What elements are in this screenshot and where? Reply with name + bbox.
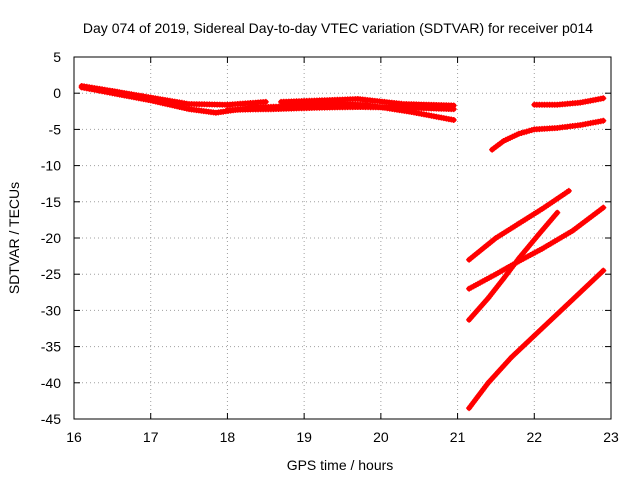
x-tick-label: 17 [143, 429, 159, 445]
data-point [186, 106, 192, 112]
data-point [493, 235, 499, 241]
data-point [516, 255, 522, 261]
data-point [489, 147, 495, 153]
y-tick-label: -15 [41, 194, 61, 210]
data-point [79, 83, 85, 89]
data-point [600, 118, 606, 124]
data-point [409, 109, 415, 115]
data-point [531, 333, 537, 339]
y-tick-label: -10 [41, 158, 61, 174]
y-tick-labels: 5 0 -5 -10 -15 -20 -25 -30 -35 -40 -45 [41, 49, 61, 427]
data-point [355, 96, 361, 102]
data-point [600, 95, 606, 101]
data-point [516, 221, 522, 227]
y-tick-label: -45 [41, 411, 61, 427]
data-point [355, 104, 361, 110]
data-point [224, 102, 230, 108]
data-point [186, 101, 192, 107]
data-point [577, 100, 583, 106]
series-arc-3 [278, 96, 457, 109]
data-point [566, 188, 572, 194]
x-tick-label: 23 [603, 429, 619, 445]
data-point [451, 106, 457, 112]
data-point [501, 138, 507, 144]
data-point [278, 99, 284, 105]
x-axis-label: GPS time / hours [287, 457, 394, 473]
data-point [224, 107, 230, 113]
grid [74, 57, 611, 419]
data-point [539, 246, 545, 252]
data-point [485, 295, 491, 301]
data-point [554, 210, 560, 216]
y-tick-label: -35 [41, 339, 61, 355]
data-point [466, 286, 472, 292]
y-tick-label: -40 [41, 375, 61, 391]
x-tick-label: 18 [220, 429, 236, 445]
data-point [570, 228, 576, 234]
x-tick-label: 19 [296, 429, 312, 445]
data-point [148, 95, 154, 101]
data-point [466, 257, 472, 263]
data-point [539, 206, 545, 212]
data-point [401, 105, 407, 111]
data-series [78, 83, 607, 412]
chart-title: Day 074 of 2019, Sidereal Day-to-day VTE… [83, 20, 593, 36]
series-arc-8 [466, 204, 607, 292]
y-tick-label: -5 [49, 121, 62, 137]
series-arc-4 [224, 104, 457, 113]
y-axis-label: SDTVAR / TECUs [6, 182, 22, 294]
y-tick-label: 0 [53, 85, 61, 101]
x-tick-label: 22 [526, 429, 542, 445]
data-point [466, 405, 472, 411]
data-point [577, 122, 583, 128]
y-tick-label: -25 [41, 266, 61, 282]
y-tick-label: -30 [41, 302, 61, 318]
data-point [508, 354, 514, 360]
data-point [213, 110, 219, 116]
series-arc-10 [466, 267, 607, 412]
x-tick-label: 16 [66, 429, 82, 445]
data-point [316, 105, 322, 111]
series-arc-7 [466, 187, 572, 263]
data-point [466, 317, 472, 323]
data-point [501, 276, 507, 282]
data-point [531, 102, 537, 108]
data-point [535, 232, 541, 238]
data-point [554, 102, 560, 108]
data-point [485, 380, 491, 386]
data-point [516, 131, 522, 137]
data-point [531, 126, 537, 132]
series-band [489, 118, 606, 153]
y-tick-label: 5 [53, 49, 61, 65]
series-markers [489, 117, 607, 153]
data-point [109, 88, 115, 94]
data-point [316, 97, 322, 103]
x-tick-label: 20 [373, 429, 389, 445]
data-point [493, 271, 499, 277]
data-point [600, 205, 606, 211]
data-point [600, 268, 606, 274]
data-point [562, 304, 568, 310]
series-markers [466, 267, 607, 412]
x-tick-labels: 16 17 18 19 20 21 22 23 [66, 429, 619, 445]
data-point [451, 117, 457, 123]
series-arc-6 [531, 95, 607, 108]
x-tick-label: 21 [450, 429, 466, 445]
series-arc-5 [489, 117, 607, 153]
y-tick-label: -20 [41, 230, 61, 246]
data-point [270, 106, 276, 112]
data-point [554, 125, 560, 131]
series-arc-2 [78, 83, 269, 108]
axis-ticks [73, 56, 612, 420]
series-arc-9 [466, 209, 561, 323]
data-point [263, 99, 269, 105]
